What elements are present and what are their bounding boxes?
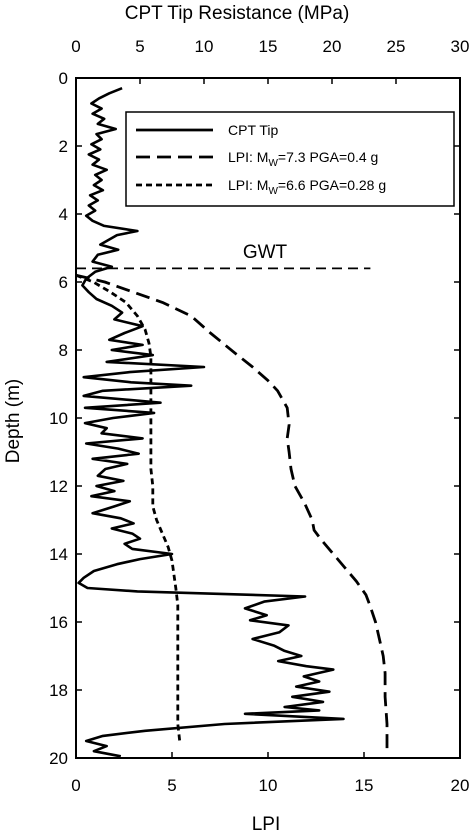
top-tick-label: 0 [71,37,80,56]
y-tick-label: 0 [59,69,68,88]
legend: CPT Tip LPI: MW=7.3 PGA=0.4 g LPI: MW=6.… [125,111,455,207]
y-tick-label: 6 [59,273,68,292]
legend-label-lpi-66: LPI: MW=6.6 PGA=0.28 g [228,177,386,197]
y-tick-label: 14 [49,545,68,564]
legend-label-lpi-66-sub: W [268,186,278,197]
plot-area [75,77,461,759]
legend-box [125,111,455,207]
legend-label-cpt-tip: CPT Tip [228,122,279,138]
y-tick-label: 18 [49,681,68,700]
lpi-73-line [75,273,389,755]
y-tick-label: 20 [49,749,68,768]
plot-frame [75,77,461,759]
top-tick-label: 10 [195,37,214,56]
top-tick-label: 15 [259,37,278,56]
y-tick-label: 12 [49,477,68,496]
y-tick-label: 2 [59,137,68,156]
top-tick-label: 30 [451,37,470,56]
y-axis-title: Depth (m) [3,379,24,463]
y-tick-label: 16 [49,613,68,632]
y-tick-label: 10 [49,409,68,428]
series-lines [75,86,389,758]
legend-label-lpi-66-post: =6.6 PGA=0.28 g [278,177,386,193]
top-axis-title: CPT Tip Resistance (MPa) [125,3,350,24]
top-tick-label: 5 [135,37,144,56]
bottom-tick-label: 5 [167,776,176,795]
y-tick-label: 4 [59,205,68,224]
bottom-tick-label: 10 [259,776,278,795]
bottom-tick-label: 20 [451,776,470,795]
bottom-tick-label: 0 [71,776,80,795]
top-tick-label: 25 [387,37,406,56]
bottom-axis-title: LPI [252,814,281,835]
bottom-tick-label: 15 [355,776,374,795]
cpt-tip-line [77,86,345,758]
legend-label-lpi-73-pre: LPI: M [228,149,268,165]
y-tick-label: 8 [59,341,68,360]
lpi-66-line [75,273,182,742]
legend-label-lpi-73: LPI: MW=7.3 PGA=0.4 g [228,149,378,169]
top-tick-label: 20 [323,37,342,56]
legend-label-lpi-73-sub: W [268,158,278,169]
legend-label-lpi-66-pre: LPI: M [228,177,268,193]
legend-label-lpi-73-post: =7.3 PGA=0.4 g [278,149,378,165]
gwt-annotation: GWT [76,242,371,270]
gwt-label: GWT [243,242,288,263]
